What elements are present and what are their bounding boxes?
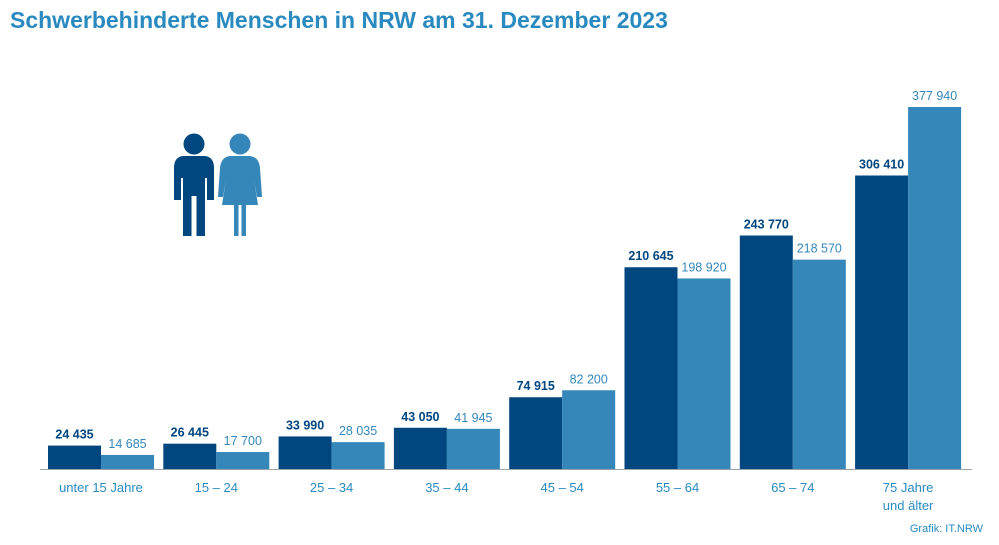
category-label-7: 75 Jahre xyxy=(883,480,934,495)
bar-women-3 xyxy=(446,428,500,469)
value-labels: 24 435 14 685 26 445 17 700 33 990 28 035 43 0… xyxy=(55,89,957,451)
category-label-2: 25 – 34 xyxy=(310,480,353,495)
bar-women-0 xyxy=(101,454,154,469)
bar-men-3 xyxy=(393,427,447,469)
value-label-women-0: 14 685 xyxy=(108,437,146,451)
value-label-men-7: 306 410 xyxy=(859,158,904,172)
man-figure-icon xyxy=(174,133,214,236)
value-label-men-3: 43 050 xyxy=(401,410,439,424)
source-credit: Grafik: IT.NRW xyxy=(909,523,983,535)
value-label-women-1: 17 700 xyxy=(224,434,262,448)
value-label-men-5: 210 645 xyxy=(628,249,673,263)
legend xyxy=(174,133,262,236)
value-label-women-3: 41 945 xyxy=(454,411,492,425)
category-label-1: 15 – 24 xyxy=(195,480,238,495)
value-label-men-4: 74 915 xyxy=(517,379,555,393)
value-label-women-6: 218 570 xyxy=(797,242,842,256)
woman-figure-icon xyxy=(218,133,262,236)
value-label-women-5: 198 920 xyxy=(681,260,726,274)
bars xyxy=(48,107,962,469)
category-labels: unter 15 Jahre 15 – 24 25 – 34 35 – 44 45 – … xyxy=(59,480,934,513)
bar-men-1 xyxy=(163,443,217,469)
bar-women-2 xyxy=(331,442,385,469)
value-label-men-0: 24 435 xyxy=(55,428,93,442)
bar-women-6 xyxy=(792,259,846,469)
bar-men-2 xyxy=(278,436,332,469)
chart-title: Schwerbehinderte Menschen in NRW am 31. … xyxy=(10,7,668,33)
bar-women-1 xyxy=(216,452,270,469)
category-label-5: 55 – 64 xyxy=(656,480,699,495)
value-label-women-2: 28 035 xyxy=(339,424,377,438)
category-label-0: unter 15 Jahre xyxy=(59,480,143,495)
bar-women-5 xyxy=(677,278,731,469)
bar-men-5 xyxy=(624,267,678,469)
category-label-3: 35 – 44 xyxy=(425,480,468,495)
category-label-4: 45 – 54 xyxy=(541,480,584,495)
value-label-women-7: 377 940 xyxy=(912,89,957,103)
bar-women-4 xyxy=(562,390,616,469)
value-label-men-2: 33 990 xyxy=(286,418,324,432)
bar-men-4 xyxy=(509,397,563,469)
bar-men-7 xyxy=(855,175,909,469)
value-label-men-6: 243 770 xyxy=(744,218,789,232)
bar-men-6 xyxy=(739,235,793,469)
category-label-7-line-2: und älter xyxy=(883,498,934,513)
value-label-women-4: 82 200 xyxy=(570,372,608,386)
value-label-men-1: 26 445 xyxy=(171,426,209,440)
bar-women-7 xyxy=(908,107,962,469)
bar-men-0 xyxy=(48,445,101,469)
category-label-6: 65 – 74 xyxy=(771,480,814,495)
